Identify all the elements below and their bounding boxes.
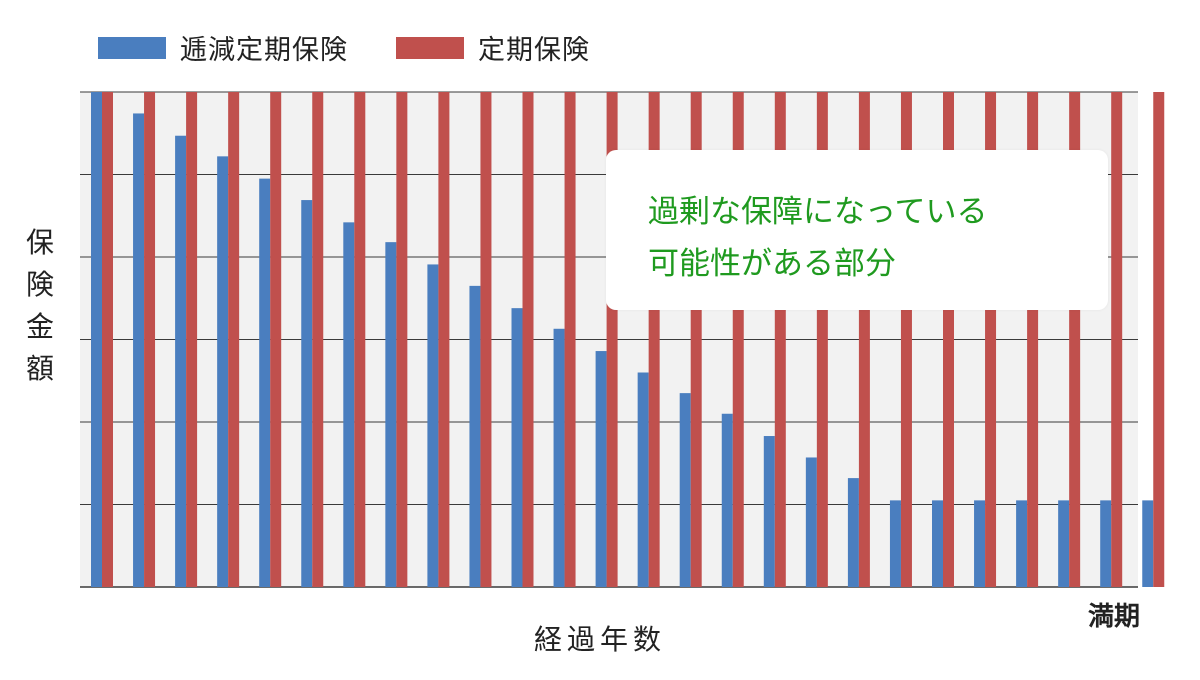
bar-series-2: [774, 92, 786, 587]
bar-series-1: [511, 308, 523, 587]
bar-series-1: [259, 178, 271, 587]
bar-series-2: [900, 92, 912, 587]
bar-series-1: [469, 285, 481, 587]
bar-series-2: [102, 92, 113, 587]
bar-series-2: [648, 92, 660, 587]
bar-series-1: [217, 156, 229, 587]
bar-series-2: [858, 92, 870, 587]
legend-item-series-2: 定期保険: [396, 28, 590, 67]
bar-series-2: [228, 92, 240, 587]
legend: 逓減定期保険 定期保険: [98, 28, 638, 67]
bar-series-2: [564, 92, 576, 587]
bar-series-1: [385, 242, 397, 587]
annotation-callout: 過剰な保障になっている 可能性がある部分: [606, 150, 1108, 310]
bar-series-2: [270, 92, 282, 587]
bar-series-1: [1100, 500, 1112, 587]
x-axis-end-label: 満期: [1088, 602, 1141, 632]
bar-series-1: [637, 372, 649, 587]
bar-series-1: [889, 500, 901, 587]
bar-series-1: [91, 92, 102, 587]
bar-series-1: [679, 393, 691, 587]
bar-series-2: [144, 92, 156, 587]
bar-series-2: [1027, 92, 1039, 587]
annotation-line-1: 過剰な保障になっている: [648, 194, 988, 230]
bar-series-2: [985, 92, 997, 587]
bar-series-1: [175, 135, 187, 587]
legend-swatch-series-2: [396, 36, 464, 59]
bar-series-2: [1111, 92, 1123, 587]
bar-series-1: [553, 328, 565, 587]
bar-series-2: [1069, 92, 1081, 587]
x-axis-label: 経過年数: [533, 623, 666, 656]
bar-series-2: [480, 92, 492, 587]
bar-series-1: [805, 457, 817, 587]
legend-label-series-2: 定期保険: [478, 35, 590, 66]
bar-series-1: [1016, 500, 1028, 587]
legend-item-series-1: 逓減定期保険: [98, 28, 348, 67]
y-axis-label: 保険金額: [25, 226, 54, 385]
annotation-line-2: 可能性がある部分: [648, 246, 896, 282]
bar-series-2: [522, 92, 534, 587]
bar-series-2: [396, 92, 408, 587]
bar-series-2: [312, 92, 324, 587]
bar-series-1: [301, 200, 313, 587]
bar-series-2: [606, 92, 618, 587]
bar-series-2: [943, 92, 954, 587]
bar-series-2: [354, 92, 366, 587]
bar-series-1: [932, 500, 943, 587]
legend-label-series-1: 逓減定期保険: [180, 35, 348, 66]
bar-series-1: [974, 500, 986, 587]
bar-series-1: [427, 264, 439, 587]
bar-series-1: [595, 351, 607, 587]
bar-series-2: [816, 92, 828, 587]
bar-series-1: [1142, 500, 1154, 587]
bar-series-1: [721, 413, 733, 587]
bar-series-1: [763, 436, 775, 587]
bar-series-2: [438, 92, 450, 587]
bar-series-1: [133, 113, 145, 587]
bar-series-1: [847, 478, 859, 587]
bar-series-2: [1153, 92, 1165, 587]
bar-series-2: [732, 92, 744, 587]
bar-series-1: [1058, 500, 1070, 587]
legend-swatch-series-1: [98, 36, 166, 59]
bar-series-1: [343, 222, 355, 587]
bar-series-2: [186, 92, 198, 587]
bar-series-2: [690, 92, 702, 587]
